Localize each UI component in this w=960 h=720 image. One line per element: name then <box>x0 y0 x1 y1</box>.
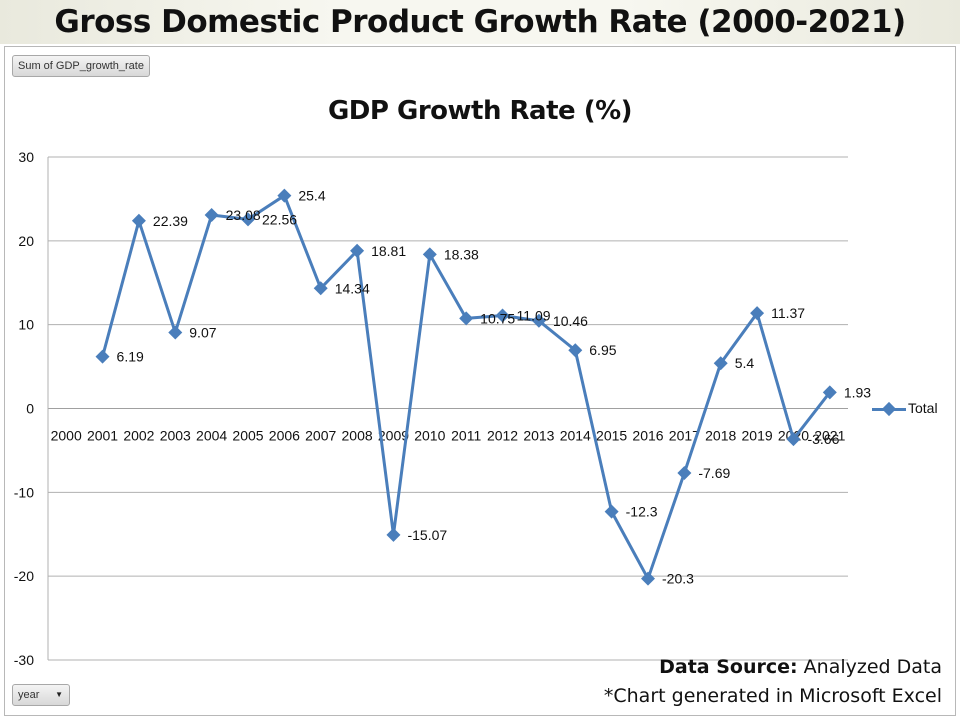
x-tick-label: 2000 <box>51 428 82 444</box>
y-axis-tick-labels: 30 20 10 0 -10 -20 -30 <box>14 149 34 668</box>
data-label: -20.3 <box>662 571 694 587</box>
y-tick-label: 0 <box>26 401 34 417</box>
data-point <box>568 343 583 358</box>
data-point <box>713 356 728 371</box>
x-tick-label: 2018 <box>705 428 736 444</box>
data-point <box>350 243 365 258</box>
data-point <box>604 504 619 519</box>
data-label: 5.4 <box>735 355 755 371</box>
x-tick-label: 2002 <box>123 428 154 444</box>
data-point <box>313 281 328 296</box>
data-point <box>677 465 692 480</box>
data-label: 6.19 <box>117 349 144 365</box>
data-label: 10.46 <box>553 313 588 329</box>
data-point <box>641 571 655 586</box>
data-label: 23.08 <box>226 207 261 223</box>
data-point <box>822 385 837 400</box>
chart-title: GDP Growth Rate (%) <box>327 96 633 126</box>
x-tick-label: 2010 <box>414 428 445 444</box>
x-tick-label: 2012 <box>487 428 518 444</box>
data-label: 11.09 <box>517 308 551 324</box>
data-label: 10.75 <box>480 310 515 326</box>
x-tick-label: 2006 <box>269 428 300 444</box>
gridlines <box>47 156 848 661</box>
data-label: 11.37 <box>771 305 805 321</box>
x-tick-label: 2021 <box>814 428 845 444</box>
data-point <box>750 306 765 321</box>
legend-label: Total <box>908 400 938 416</box>
x-tick-label: 2015 <box>596 428 627 444</box>
x-tick-label: 2013 <box>523 428 554 444</box>
x-tick-label: 2003 <box>160 428 191 444</box>
x-tick-label: 2014 <box>560 428 591 444</box>
data-label: -3.66 <box>807 431 839 447</box>
data-source: Data Source: Analyzed Data <box>659 656 942 678</box>
title-banner <box>0 0 960 44</box>
data-label: -15.07 <box>407 527 447 543</box>
y-tick-label: -20 <box>14 568 34 584</box>
year-field-dropdown[interactable]: year ▼ <box>12 684 70 706</box>
x-tick-label: 2011 <box>451 428 481 444</box>
x-tick-label: 2001 <box>87 428 118 444</box>
data-label: -12.3 <box>626 504 658 520</box>
data-point <box>422 247 437 262</box>
y-tick-label: -10 <box>14 484 34 500</box>
data-label: 18.81 <box>371 243 406 259</box>
x-tick-label: 2008 <box>342 428 373 444</box>
chart-area <box>4 46 956 716</box>
value-field-button[interactable]: Sum of GDP_growth_rate <box>12 55 150 77</box>
x-tick-label: 2005 <box>232 428 263 444</box>
data-label: 22.56 <box>262 211 297 227</box>
data-point <box>241 212 255 227</box>
data-label: 25.4 <box>298 188 325 204</box>
data-label: 22.39 <box>153 213 188 229</box>
data-point <box>386 527 401 542</box>
data-point <box>495 308 510 323</box>
data-source-value: Analyzed Data <box>803 656 942 678</box>
data-label: 14.34 <box>335 280 370 296</box>
x-tick-label: 2017 <box>669 428 700 444</box>
y-tick-label: 10 <box>18 317 34 333</box>
x-tick-label: 2009 <box>378 428 409 444</box>
data-point <box>786 432 801 447</box>
x-tick-label: 2019 <box>742 428 773 444</box>
data-point <box>95 349 110 364</box>
data-label: -7.69 <box>698 465 730 481</box>
data-point <box>459 311 474 326</box>
chart-note: *Chart generated in Microsoft Excel <box>603 685 942 707</box>
data-point <box>204 208 219 223</box>
data-label: 18.38 <box>444 246 479 262</box>
x-tick-label: 2016 <box>632 428 663 444</box>
data-point <box>131 213 146 228</box>
x-axis-tick-labels: 2000 2001 2002 2003 2004 2005 2006 2007 2008 2009… <box>51 428 846 444</box>
triangle-down-icon: ▼ <box>55 690 63 699</box>
data-point <box>277 188 292 203</box>
x-tick-label: 2004 <box>196 428 227 444</box>
data-markers <box>95 188 837 586</box>
data-label: 9.07 <box>189 324 216 340</box>
y-tick-label: -30 <box>14 652 34 668</box>
data-point <box>168 325 183 340</box>
y-tick-label: 30 <box>18 149 34 165</box>
data-label: 6.95 <box>589 342 616 358</box>
data-source-label: Data Source: <box>659 656 798 678</box>
y-tick-label: 20 <box>18 233 34 249</box>
data-label: 1.93 <box>844 384 871 400</box>
data-point <box>531 313 546 328</box>
year-field-label: year <box>18 689 40 701</box>
page-title: Gross Domestic Product Growth Rate (2000… <box>54 4 906 40</box>
x-tick-label: 2007 <box>305 428 336 444</box>
